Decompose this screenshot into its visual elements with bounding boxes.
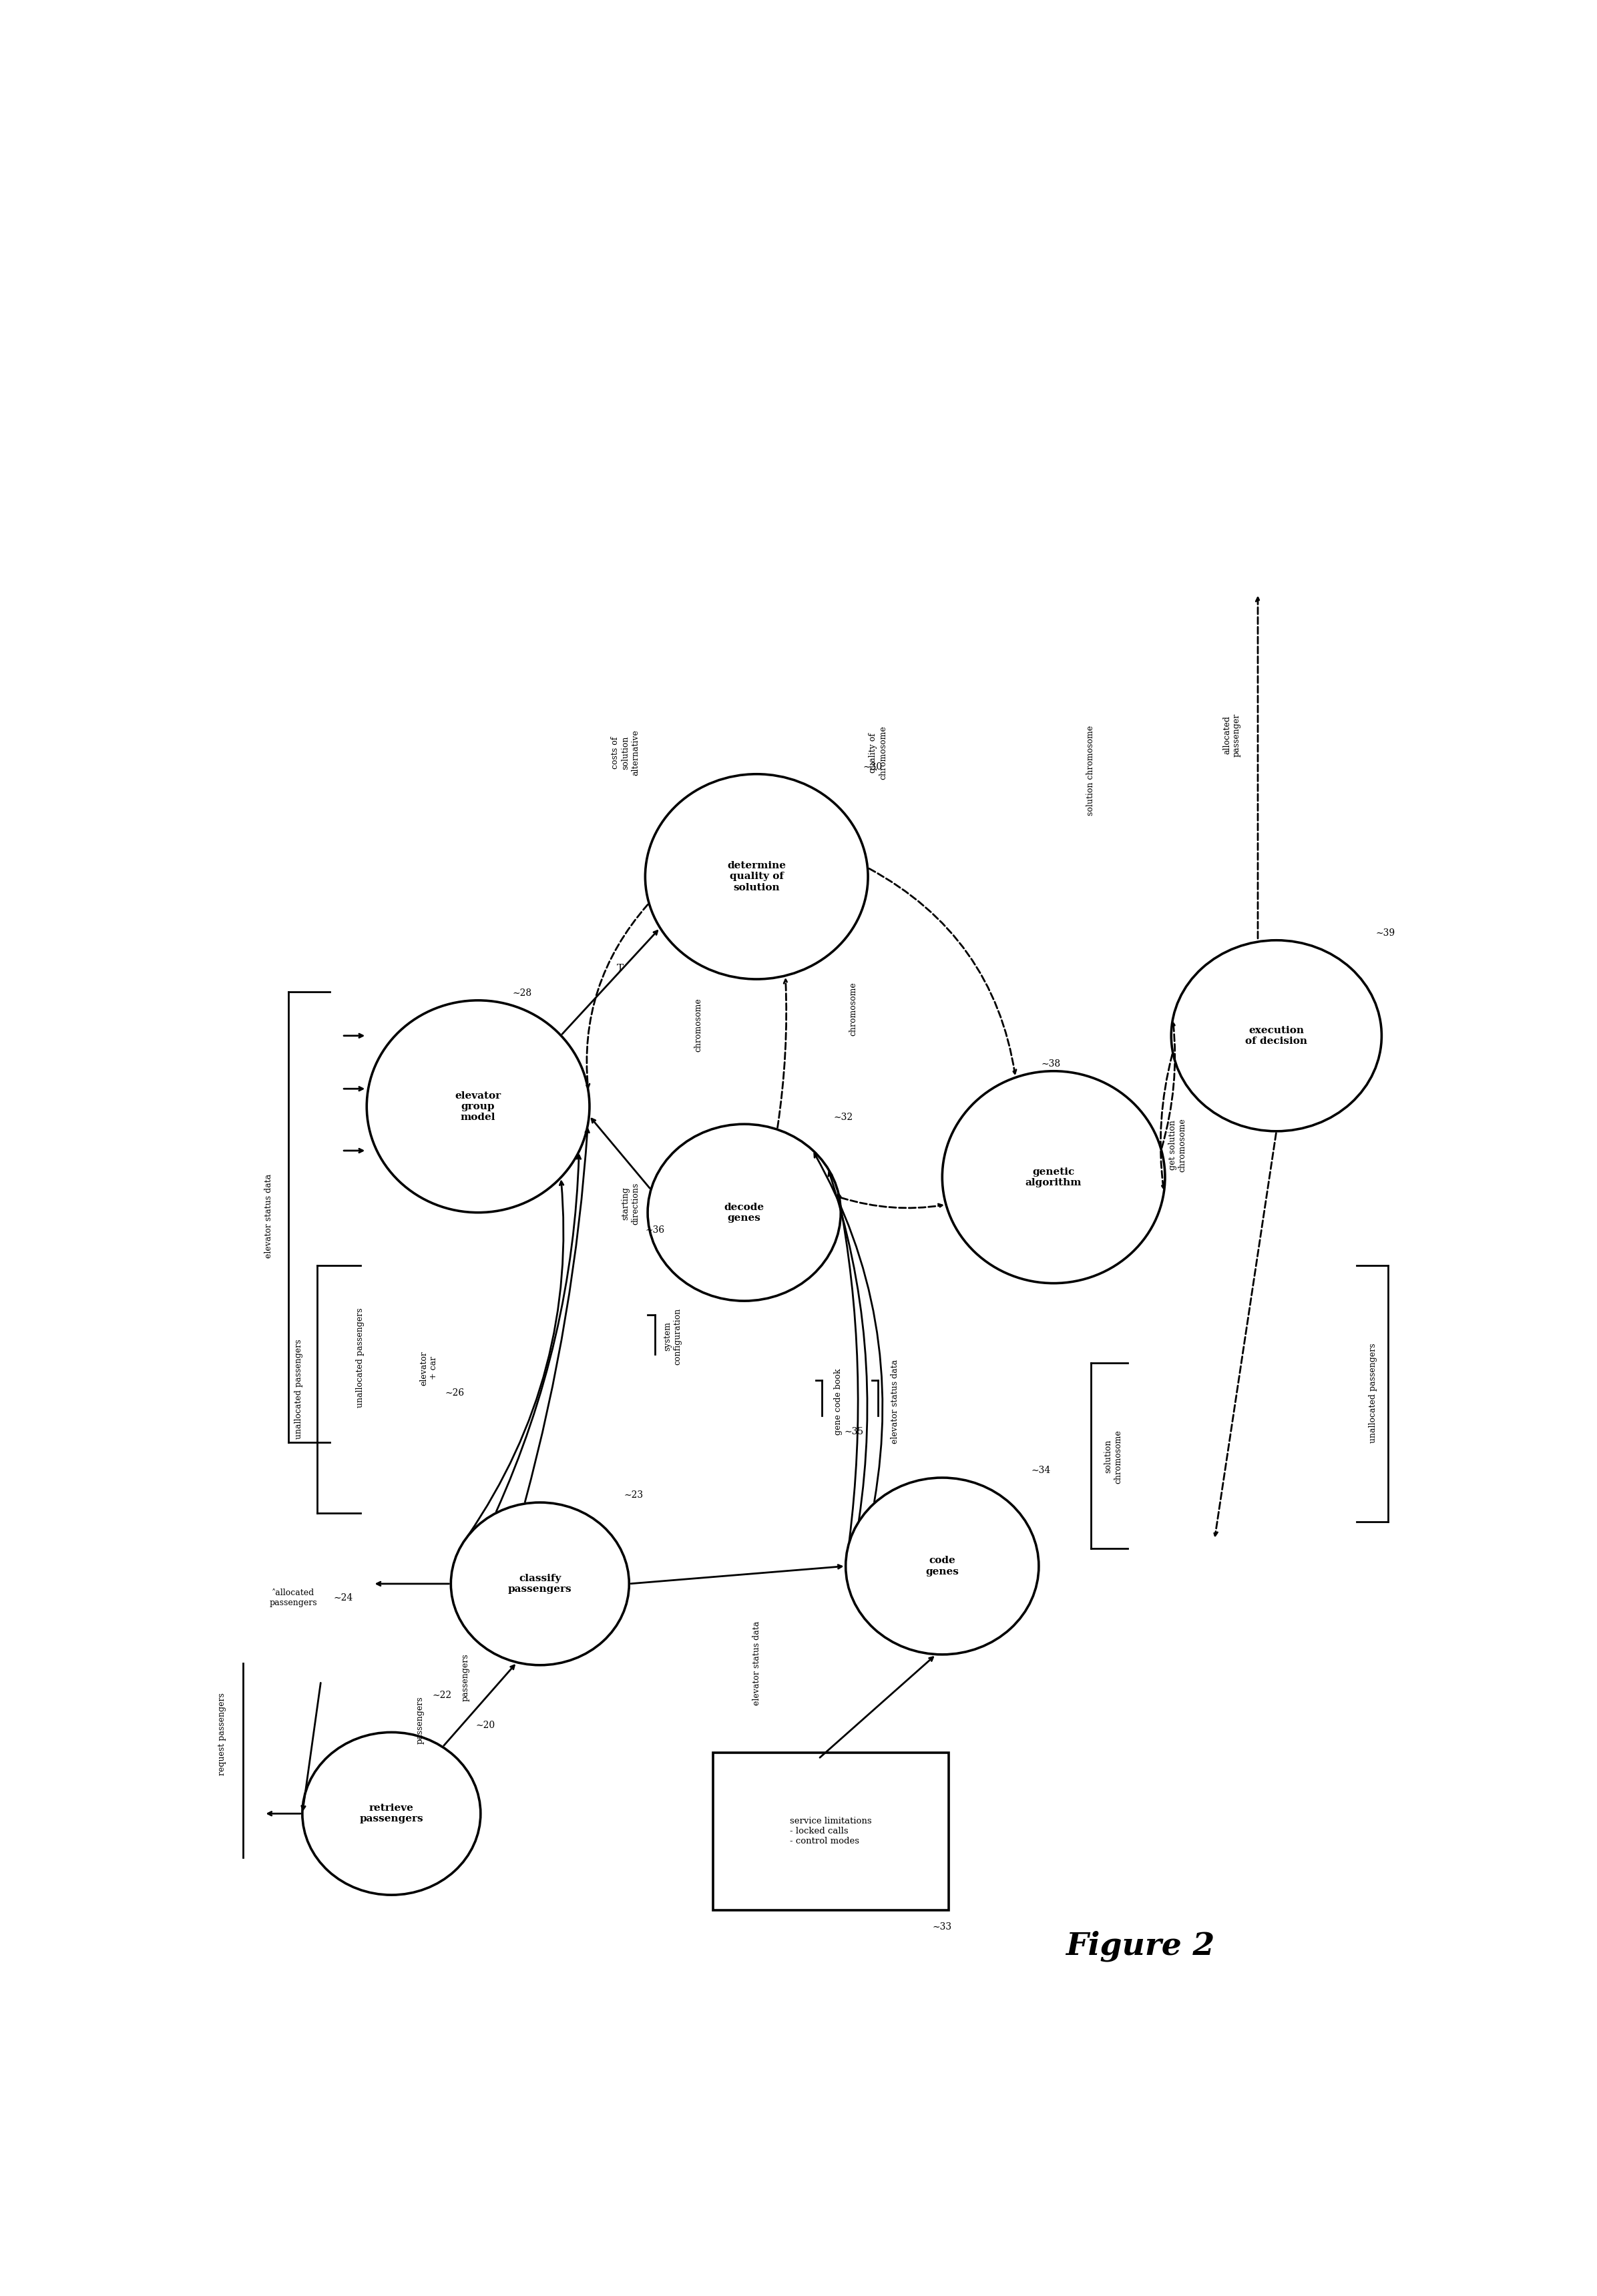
Text: get solution
chromosome: get solution chromosome — [1167, 1118, 1187, 1173]
Text: ∼38: ∼38 — [1041, 1058, 1060, 1068]
Text: chromosome: chromosome — [695, 999, 703, 1052]
Text: unallocated passengers: unallocated passengers — [1369, 1343, 1377, 1442]
Text: T: T — [616, 964, 624, 974]
Text: ∼35: ∼35 — [845, 1428, 864, 1437]
Text: ∼32: ∼32 — [834, 1111, 853, 1123]
Text: chromosome: chromosome — [848, 983, 858, 1035]
Text: classify
passengers: classify passengers — [508, 1573, 572, 1593]
Text: ∼30: ∼30 — [862, 762, 883, 771]
Text: starting
directions: starting directions — [621, 1182, 640, 1224]
Text: ∼34: ∼34 — [1032, 1465, 1051, 1476]
Text: ∼24: ∼24 — [334, 1593, 353, 1603]
Text: genetic
algorithm: genetic algorithm — [1025, 1166, 1081, 1187]
Text: code
genes: code genes — [926, 1557, 958, 1575]
Text: ∼20: ∼20 — [476, 1720, 495, 1729]
Text: determine
quality of
solution: determine quality of solution — [727, 861, 786, 893]
Text: ∼23: ∼23 — [624, 1490, 644, 1499]
Text: costs of
solution
alternative: costs of solution alternative — [612, 730, 640, 776]
Text: unallocated passengers: unallocated passengers — [294, 1339, 303, 1440]
Text: ∼28: ∼28 — [513, 990, 532, 999]
Text: allocated
passenger: allocated passenger — [1222, 714, 1241, 758]
Text: service limitations
- locked calls
- control modes: service limitations - locked calls - con… — [791, 1816, 872, 1846]
Text: unallocated passengers: unallocated passengers — [356, 1306, 364, 1407]
Text: elevator status data: elevator status data — [752, 1621, 760, 1706]
Text: retrieve
passengers: retrieve passengers — [359, 1805, 423, 1823]
Text: ˄allocated
passengers: ˄allocated passengers — [270, 1589, 318, 1607]
Text: passengers: passengers — [415, 1697, 425, 1745]
Text: elevator status data: elevator status data — [265, 1173, 273, 1258]
Text: ∼36: ∼36 — [645, 1226, 664, 1235]
Text: system
configuration: system configuration — [663, 1309, 682, 1364]
Text: ∼22: ∼22 — [433, 1690, 452, 1699]
Text: request passengers: request passengers — [217, 1692, 227, 1775]
Text: elevator
group
model: elevator group model — [455, 1091, 501, 1123]
Text: passengers: passengers — [462, 1653, 470, 1701]
Text: solution
chromosome: solution chromosome — [1104, 1430, 1123, 1483]
Text: execution
of decision: execution of decision — [1246, 1026, 1308, 1045]
Text: quality of
chromosome: quality of chromosome — [869, 726, 888, 781]
Text: elevator
+ car: elevator + car — [420, 1350, 438, 1384]
Text: ∼26: ∼26 — [444, 1389, 465, 1398]
Text: gene code book: gene code book — [834, 1368, 843, 1435]
Text: Figure 2: Figure 2 — [1065, 1931, 1215, 1961]
Text: elevator status data: elevator status data — [891, 1359, 899, 1444]
Text: ∼39: ∼39 — [1375, 928, 1394, 937]
Text: solution chromosome: solution chromosome — [1086, 726, 1096, 815]
Text: ∼33: ∼33 — [933, 1922, 952, 1931]
Text: decode
genes: decode genes — [723, 1203, 765, 1221]
